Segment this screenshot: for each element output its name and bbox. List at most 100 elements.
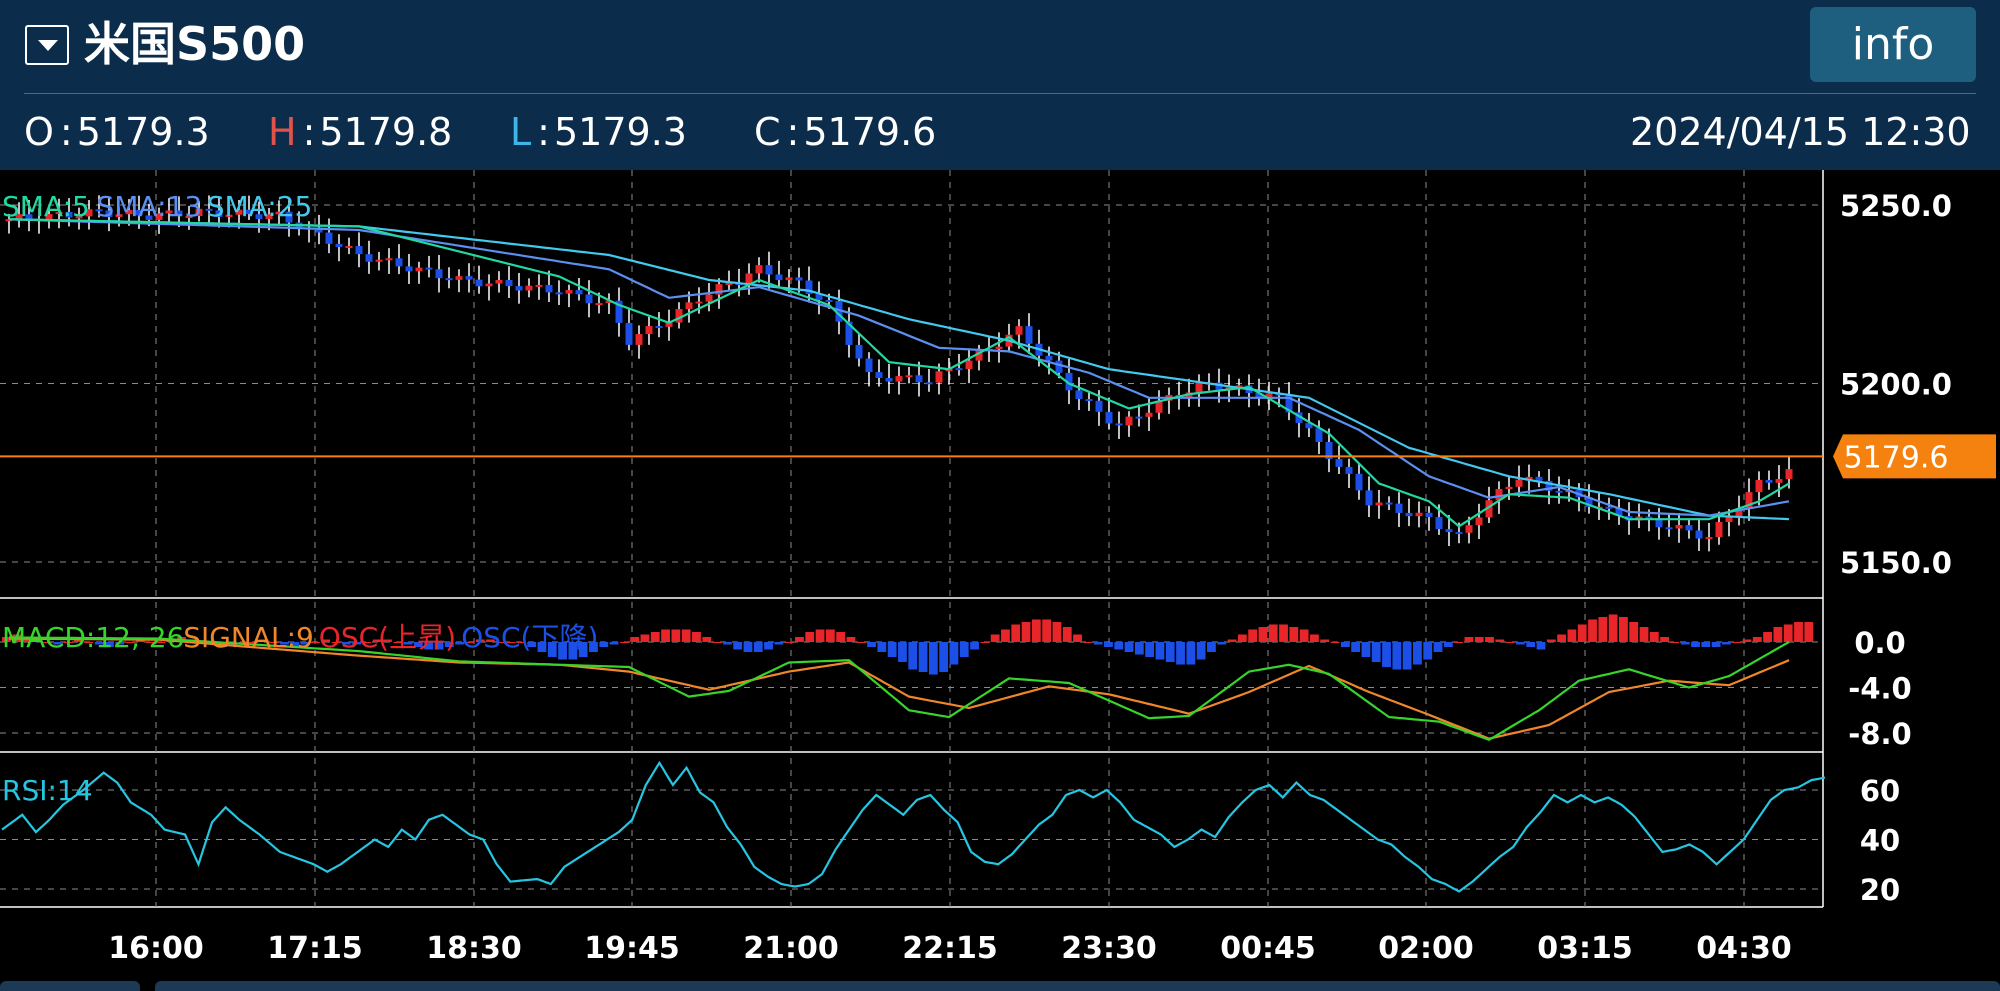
time-tick-label: 03:15	[1537, 931, 1633, 966]
candle-body	[1735, 508, 1743, 517]
candle-body	[915, 375, 923, 383]
footer-tab-right[interactable]	[155, 981, 2000, 991]
candle-body	[65, 211, 73, 218]
candle-body	[1355, 473, 1363, 491]
candle-body	[1475, 517, 1483, 526]
candle-body	[475, 279, 483, 287]
macd-osc-bar	[1196, 642, 1206, 660]
macd-osc-bar	[1629, 621, 1639, 642]
price-chart[interactable]: 5179.6 5250.0 5200.0 5150.0 SMA:5 SMA:13 SMA:2…	[0, 170, 2000, 980]
candle-body	[995, 346, 1003, 350]
candle-body	[1745, 492, 1753, 509]
candle-body	[225, 214, 233, 217]
macd-osc-bar	[1423, 642, 1433, 660]
macd-osc-bar	[1680, 642, 1690, 645]
price-legend-item: SMA:25	[207, 190, 313, 223]
macd-osc-bar	[1526, 642, 1536, 648]
rsi-line	[1, 760, 1826, 893]
candle-body	[1445, 529, 1453, 533]
candle-body	[205, 208, 213, 211]
macd-osc-bar	[1454, 642, 1464, 643]
candle-body	[835, 301, 843, 322]
macd-osc-bar	[1176, 642, 1185, 665]
candle-body	[1075, 390, 1083, 400]
macd-osc-bar	[733, 642, 743, 650]
candle-body	[575, 290, 583, 295]
timestamp: 2024/04/15 12:30	[1630, 110, 1971, 154]
candle-body	[585, 294, 593, 304]
macd-osc-bar	[630, 636, 640, 642]
candle-body	[1755, 479, 1763, 493]
candle-body	[1405, 512, 1413, 517]
macd-osc-bar	[1155, 642, 1165, 660]
candle-body	[775, 274, 783, 281]
candle-body	[175, 210, 183, 217]
macd-osc-bar	[527, 642, 537, 648]
time-tick-label: 17:15	[267, 931, 363, 966]
candle-body	[1765, 479, 1773, 483]
macd-osc-bar	[856, 642, 866, 643]
macd-osc-bar	[1351, 642, 1361, 653]
candle-body	[1655, 518, 1663, 528]
macd-osc-bar	[1073, 634, 1082, 642]
macd-osc-bar	[1639, 626, 1649, 642]
macd-osc-bar	[1320, 639, 1330, 642]
macd-osc-bar	[1402, 642, 1412, 670]
candle-body	[1525, 476, 1533, 480]
sma5-line	[8, 218, 1790, 528]
price-tick-label: 5200.0	[1840, 368, 1952, 402]
macd-osc-bar	[1464, 636, 1474, 642]
candle-body	[1085, 399, 1093, 402]
macd-osc-bar	[1042, 619, 1052, 642]
macd-osc-bar	[1433, 642, 1443, 653]
candle-body	[845, 321, 853, 345]
macd-osc-bar	[1124, 642, 1134, 653]
sma13-line	[8, 218, 1790, 517]
macd-osc-bar	[1619, 616, 1628, 642]
chevron-down-icon	[38, 40, 58, 51]
candle-body	[715, 284, 723, 295]
macd-osc-bar	[815, 629, 825, 642]
macd-osc-bar	[84, 642, 94, 643]
candle-body	[195, 208, 203, 216]
macd-osc-bar	[1670, 642, 1680, 643]
macd-osc-bar	[1577, 624, 1587, 642]
candle-body	[625, 322, 633, 345]
high-value: 5179.8	[319, 110, 453, 154]
macd-osc-bar	[269, 642, 279, 643]
high-value-group: H:5179.8	[268, 110, 453, 154]
candle-body	[445, 278, 453, 281]
price-legend-item: SMA:13	[97, 190, 203, 223]
macd-osc-bar	[2, 636, 11, 642]
candle-body	[1435, 517, 1443, 530]
time-tick-label: 19:45	[584, 931, 680, 966]
macd-osc-bar	[805, 631, 815, 642]
macd-osc-bar	[1361, 642, 1371, 658]
open-value-group: O:5179.3	[24, 110, 210, 154]
time-tick-label: 22:15	[902, 931, 998, 966]
candle-body	[375, 259, 383, 262]
info-button[interactable]: info	[1810, 7, 1976, 82]
footer-tab-left[interactable]	[0, 981, 140, 991]
macd-osc-bar	[753, 642, 763, 653]
symbol-dropdown-button[interactable]	[25, 25, 69, 65]
candle-body	[1055, 360, 1063, 373]
time-tick-label: 18:30	[426, 931, 522, 966]
macd-osc-bar	[1711, 642, 1721, 648]
candle-body	[1505, 486, 1513, 490]
macd-osc-bar	[908, 642, 918, 670]
candle-body	[1515, 479, 1523, 487]
macd-osc-bar	[1371, 642, 1381, 663]
candle-body	[1395, 503, 1403, 513]
macd-osc-bar	[516, 642, 526, 643]
candle-body	[1025, 326, 1033, 344]
candle-body	[465, 276, 473, 280]
macd-osc-bar	[1207, 642, 1216, 653]
time-tick-label: 02:00	[1378, 931, 1474, 966]
macd-osc-bar	[1691, 642, 1700, 648]
candle-body	[85, 209, 93, 217]
macd-osc-bar	[1804, 621, 1814, 642]
macd-osc-bar	[1258, 626, 1268, 642]
current-price-label: 5179.6	[1844, 440, 1949, 475]
macd-osc-bar	[1392, 642, 1402, 670]
